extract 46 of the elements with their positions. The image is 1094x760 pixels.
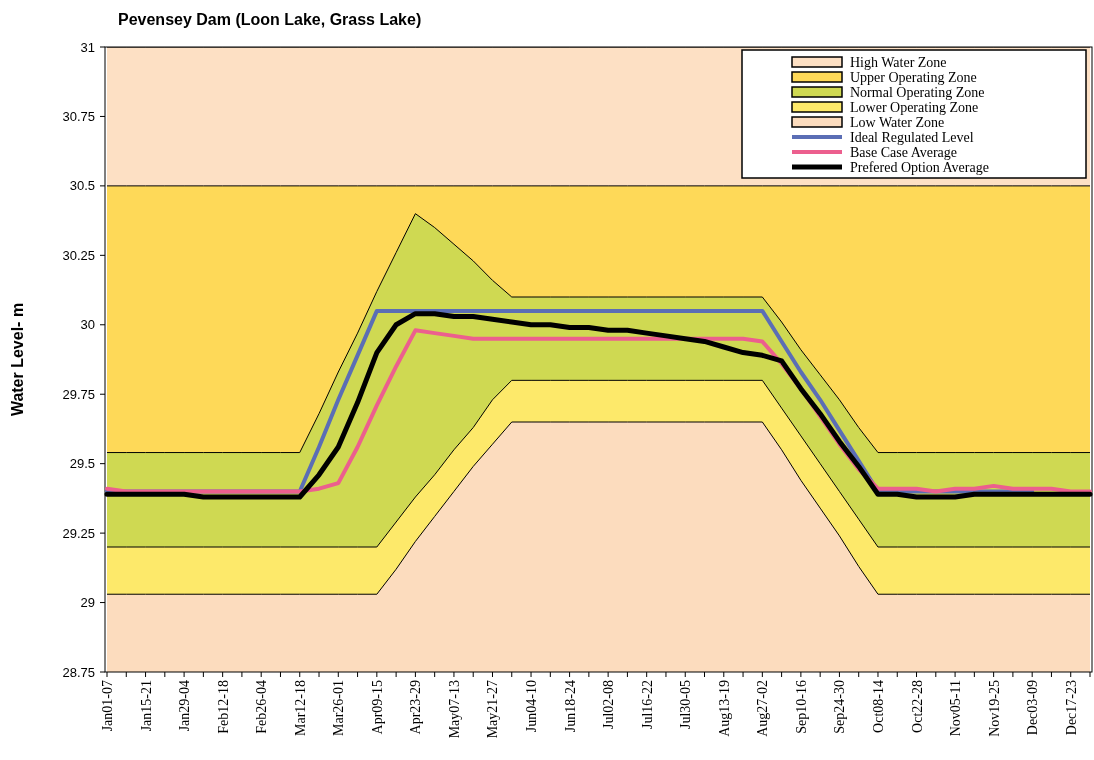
- x-tick-label: Dec17-23: [1063, 680, 1079, 736]
- y-tick-label: 30.5: [69, 178, 95, 194]
- y-tick-label: 29.75: [62, 386, 95, 402]
- y-tick-label: 29.5: [69, 456, 95, 472]
- x-tick-label: Jun04-10: [524, 680, 540, 733]
- y-tick-label: 30.75: [62, 108, 95, 124]
- y-tick-label: 28.75: [62, 664, 95, 680]
- y-tick-label: 29: [80, 595, 95, 611]
- x-tick-label: Dec03-09: [1025, 680, 1041, 736]
- legend-label: Normal Operating Zone: [850, 85, 985, 100]
- x-tick-label: Jan15-21: [138, 680, 154, 732]
- legend-label: Lower Operating Zone: [850, 100, 979, 115]
- y-tick-label: 30: [80, 317, 95, 333]
- x-tick-label: Feb12-18: [215, 680, 231, 734]
- x-tick-label: Apr23-29: [408, 680, 424, 735]
- x-tick-label: Sep24-30: [832, 680, 848, 734]
- chart-title: Pevensey Dam (Loon Lake, Grass Lake): [118, 11, 422, 28]
- x-tick-label: Aug13-19: [716, 680, 732, 737]
- x-tick-label: Jul30-05: [678, 680, 694, 729]
- x-tick-label: May21-27: [485, 680, 501, 739]
- x-tick-label: Aug27-02: [755, 680, 771, 737]
- x-tick-label: Feb26-04: [254, 680, 270, 734]
- x-tick-label: Nov05-11: [948, 680, 964, 737]
- x-tick-label: Oct22-28: [909, 680, 925, 733]
- legend-label: High Water Zone: [850, 55, 947, 70]
- x-tick-label: Jul02-08: [601, 680, 617, 729]
- x-tick-label: Jul16-22: [639, 680, 655, 729]
- x-tick-label: Apr09-15: [369, 680, 385, 735]
- y-axis-title: Water Level- m: [9, 302, 26, 417]
- x-tick-label: Nov19-25: [986, 680, 1002, 737]
- x-tick-label: May07-13: [446, 680, 462, 739]
- y-tick-label: 31: [80, 39, 95, 55]
- legend-label: Low Water Zone: [850, 115, 945, 130]
- legend-label: Base Case Average: [850, 145, 958, 160]
- x-tick-label: Jan29-04: [177, 680, 193, 732]
- x-tick-label: Jun18-24: [562, 680, 578, 733]
- x-tick-label: Oct08-14: [870, 680, 886, 733]
- x-tick-label: Mar26-01: [331, 680, 347, 736]
- x-tick-label: Jan01-07: [100, 680, 115, 732]
- y-tick-label: 30.25: [62, 247, 95, 263]
- legend-label: Upper Operating Zone: [850, 70, 977, 85]
- y-tick-label: 29.25: [62, 525, 95, 541]
- x-tick-label: Sep10-16: [793, 680, 809, 734]
- legend-label: Prefered Option Average: [850, 160, 989, 175]
- legend-label: Ideal Regulated Level: [850, 130, 974, 145]
- x-tick-label: Mar12-18: [292, 680, 308, 736]
